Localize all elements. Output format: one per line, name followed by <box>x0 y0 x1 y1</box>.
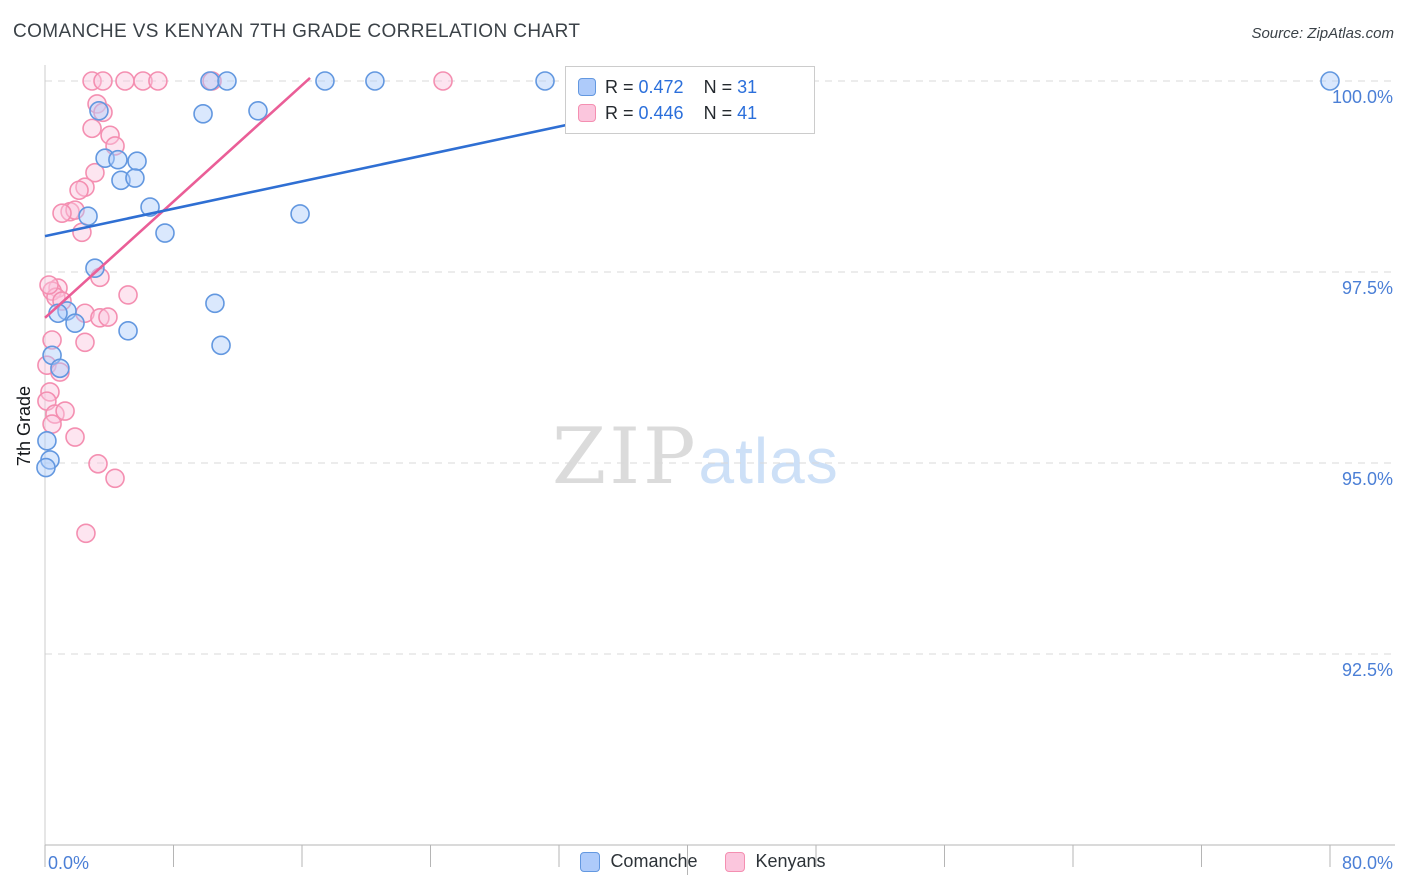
kenyans-legend-label: Kenyans <box>755 851 826 871</box>
kenyans-stats-text: R = 0.446 N = 41 <box>605 102 758 123</box>
scatter-point-comanche <box>365 71 385 91</box>
scatter-point-comanche <box>118 321 138 341</box>
legend-item-kenyans: Kenyans <box>725 851 826 872</box>
series-legend: Comanche Kenyans <box>0 851 1406 872</box>
scatter-point-comanche <box>155 223 175 243</box>
scatter-point-comanche <box>78 206 98 227</box>
scatter-point-comanche <box>248 100 268 121</box>
kenyans-swatch <box>578 104 596 122</box>
scatter-point-kenyans <box>42 330 62 350</box>
scatter-point-comanche <box>50 358 70 379</box>
scatter-point-kenyans <box>42 414 62 434</box>
scatter-point-kenyans <box>98 307 118 327</box>
scatter-point-kenyans <box>133 71 153 91</box>
scatter-point-kenyans <box>82 71 102 91</box>
scatter-point-kenyans <box>55 401 75 421</box>
scatter-point-kenyans <box>118 285 138 305</box>
scatter-point-comanche <box>217 71 237 91</box>
comanche-legend-label: Comanche <box>610 851 698 871</box>
stats-legend: R = 0.472 N = 31 R = 0.446 N = 41 <box>565 66 815 134</box>
scatter-point-kenyans <box>69 180 89 201</box>
scatter-point-comanche <box>108 149 128 170</box>
scatter-point-kenyans <box>105 468 125 489</box>
y-tick-label: 100.0% <box>1332 87 1393 107</box>
scatter-point-kenyans <box>93 71 113 91</box>
legend-item-comanche: Comanche <box>580 851 697 872</box>
scatter-point-comanche <box>89 100 109 121</box>
y-tick-label: 95.0% <box>1342 469 1393 489</box>
scatter-point-kenyans <box>85 162 105 183</box>
scatter-point-comanche <box>200 71 220 91</box>
x-tick-label-min: 0.0% <box>48 853 90 873</box>
scatter-point-comanche <box>535 71 555 91</box>
y-tick-label: 97.5% <box>1342 278 1393 298</box>
scatter-point-kenyans <box>90 308 110 328</box>
scatter-point-comanche <box>193 104 213 124</box>
scatter-point-kenyans <box>88 453 108 474</box>
scatter-point-kenyans <box>75 332 95 353</box>
stats-legend-row-kenyans: R = 0.446 N = 41 <box>578 100 802 126</box>
trend-line-kenyans <box>44 76 311 319</box>
scatter-point-comanche <box>36 457 56 478</box>
scatter-point-kenyans <box>148 71 168 91</box>
source-attribution[interactable]: Source: ZipAtlas.com <box>1251 25 1394 42</box>
scatter-point-comanche <box>127 151 147 172</box>
scatter-point-kenyans <box>76 523 96 544</box>
comanche-stats-text: R = 0.472 N = 31 <box>605 76 758 97</box>
scatter-point-comanche <box>85 258 105 278</box>
scatter-point-kenyans <box>52 203 72 223</box>
scatter-point-kenyans <box>82 118 102 139</box>
scatter-point-kenyans <box>100 125 120 146</box>
scatter-point-kenyans <box>39 275 59 295</box>
scatter-point-comanche <box>37 431 57 451</box>
comanche-swatch <box>578 78 596 96</box>
x-tick-label-max: 80.0% <box>1341 853 1393 873</box>
scatter-point-comanche <box>1320 71 1340 91</box>
scatter-point-comanche <box>205 293 225 314</box>
scatter-point-kenyans <box>65 427 85 447</box>
scatter-point-comanche <box>315 71 335 91</box>
comanche-swatch <box>580 851 601 872</box>
stats-legend-row-comanche: R = 0.472 N = 31 <box>578 74 802 100</box>
page-title: COMANCHE VS KENYAN 7TH GRADE CORRELATION… <box>13 21 581 42</box>
kenyans-swatch <box>725 851 746 872</box>
y-tick-label: 92.5% <box>1342 660 1393 680</box>
scatter-point-comanche <box>211 335 231 356</box>
scatter-point-kenyans <box>115 71 135 91</box>
scatter-point-comanche <box>290 204 310 224</box>
scatter-point-kenyans <box>433 71 453 91</box>
scatter-point-comanche <box>65 313 85 333</box>
scatter-point-comanche <box>125 168 145 188</box>
